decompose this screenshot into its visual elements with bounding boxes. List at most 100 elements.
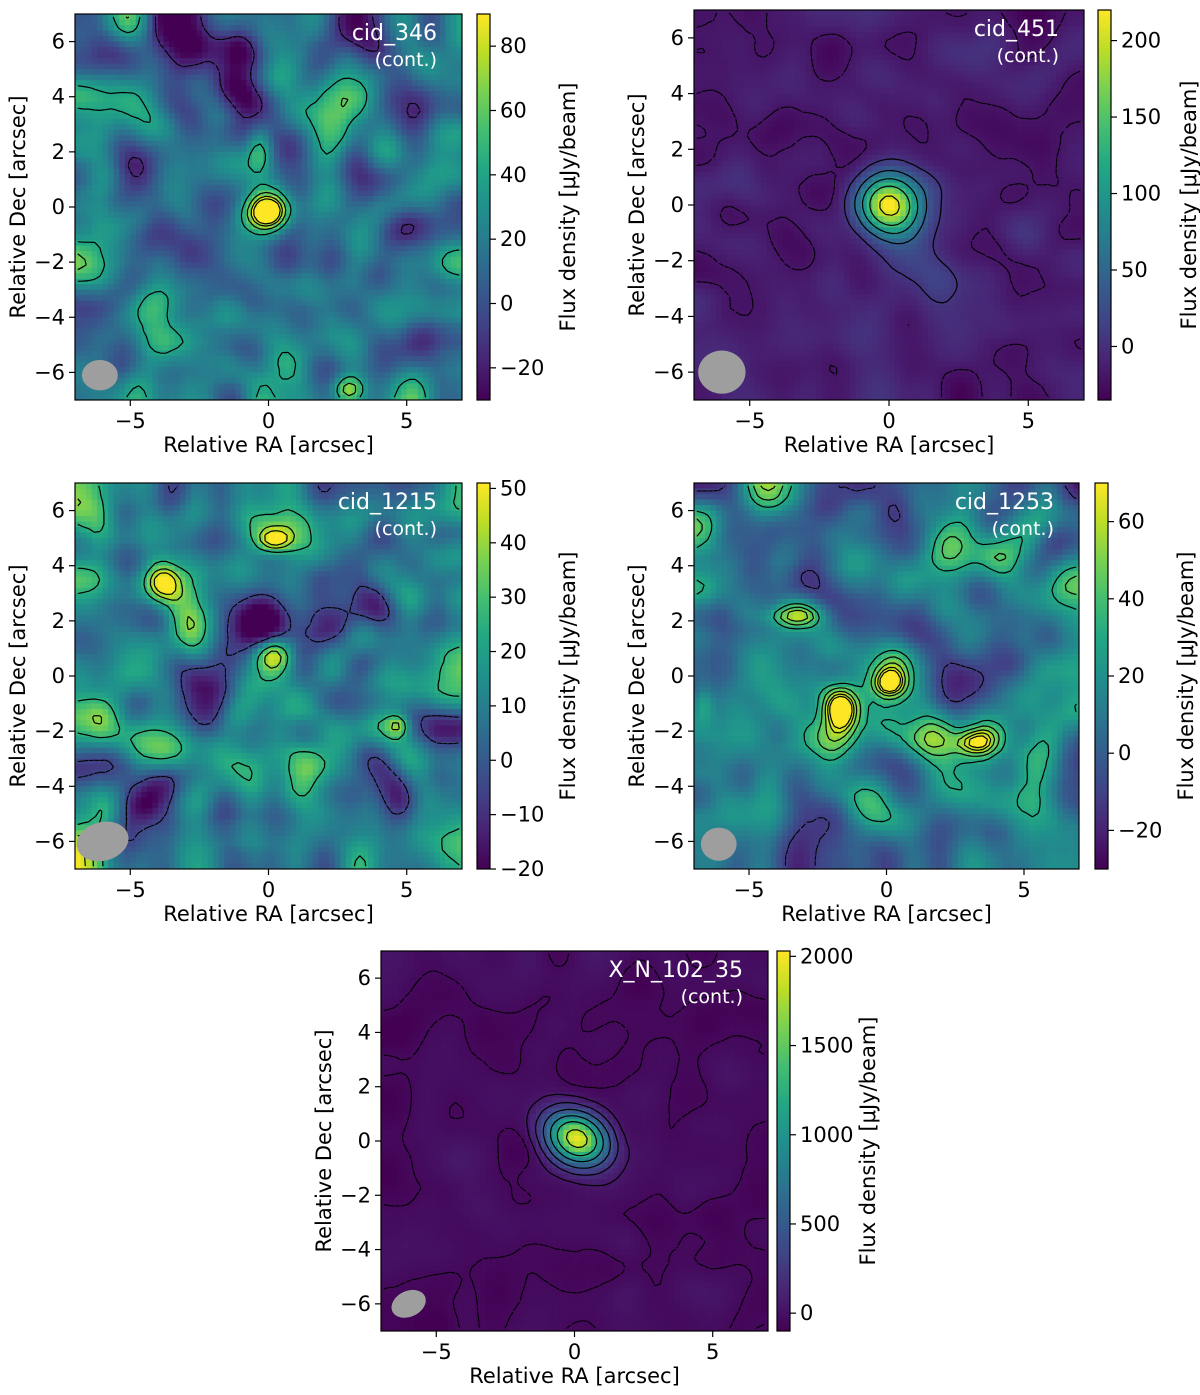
heatmap-cell — [180, 355, 187, 362]
heatmap-cell — [307, 240, 314, 247]
heatmap-cell — [80, 289, 87, 296]
heatmap-cell — [246, 267, 253, 274]
heatmap-cell — [218, 284, 225, 291]
heatmap-cell — [235, 80, 242, 87]
heatmap-cell — [296, 85, 303, 92]
heatmap-cell — [213, 168, 220, 175]
heatmap-cell — [356, 322, 364, 329]
heatmap-cell — [163, 383, 170, 390]
heatmap-cell — [157, 229, 165, 236]
heatmap-cell — [412, 162, 419, 169]
heatmap-cell — [235, 201, 242, 208]
heatmap-cell — [213, 256, 220, 263]
heatmap-cell — [379, 146, 386, 153]
heatmap-cell — [285, 366, 292, 374]
heatmap-cell — [102, 102, 109, 109]
heatmap-cell — [86, 333, 93, 340]
heatmap-cell — [108, 229, 115, 236]
heatmap-cell — [290, 102, 297, 109]
heatmap-cell — [456, 190, 462, 197]
heatmap-cell — [108, 245, 115, 252]
heatmap-cell — [180, 234, 187, 241]
heatmap-cell — [279, 58, 286, 65]
heatmap-cell — [229, 47, 236, 54]
heatmap-cell — [257, 267, 264, 274]
heatmap-cell — [224, 240, 231, 247]
heatmap-cell — [97, 74, 104, 81]
heatmap-cell — [224, 377, 231, 385]
heatmap-cell — [268, 146, 275, 153]
heatmap-cell — [329, 140, 336, 147]
heatmap-cell — [251, 195, 259, 203]
heatmap-cell — [235, 207, 242, 214]
heatmap-cell — [401, 295, 408, 302]
heatmap-cell — [229, 262, 236, 269]
heatmap-cell — [445, 306, 452, 313]
heatmap-cell — [434, 102, 441, 109]
heatmap-cell — [340, 63, 347, 70]
heatmap-cell — [439, 207, 447, 214]
heatmap-cell — [285, 179, 292, 186]
heatmap-cell — [296, 118, 303, 125]
heatmap-cell — [246, 284, 253, 291]
heatmap-cell — [417, 278, 424, 285]
heatmap-cell — [390, 245, 397, 252]
heatmap-cell — [196, 179, 203, 186]
heatmap-cell — [406, 256, 413, 263]
heatmap-cell — [406, 201, 413, 208]
heatmap-cell — [356, 207, 364, 214]
heatmap-cell — [240, 47, 247, 54]
heatmap-cell — [362, 69, 369, 76]
heatmap-cell — [406, 157, 413, 164]
heatmap-cell — [130, 289, 137, 296]
heatmap-cell — [213, 344, 220, 351]
heatmap-cell — [356, 80, 364, 87]
heatmap-cell — [439, 91, 447, 98]
heatmap-cell — [180, 58, 187, 65]
heatmap-cell — [119, 102, 126, 109]
heatmap-cell — [334, 19, 341, 26]
heatmap-cell — [257, 207, 264, 214]
heatmap-cell — [268, 289, 275, 296]
heatmap-cell — [428, 278, 435, 285]
heatmap-cell — [86, 201, 93, 208]
heatmap-cell — [218, 372, 225, 379]
heatmap-cell — [390, 19, 397, 26]
heatmap-cell — [368, 306, 375, 313]
heatmap-cell — [329, 311, 336, 318]
heatmap-cell — [434, 58, 441, 65]
heatmap-cell — [312, 262, 319, 269]
heatmap-cell — [75, 135, 82, 142]
heatmap-cell — [91, 289, 98, 296]
heatmap-cell — [163, 184, 170, 192]
heatmap-cell — [257, 311, 264, 318]
heatmap-cell — [423, 273, 430, 280]
heatmap-cell — [97, 162, 104, 169]
heatmap-cell — [428, 212, 435, 219]
heatmap-cell — [428, 339, 435, 346]
heatmap-cell — [262, 162, 270, 169]
heatmap-cell — [246, 30, 253, 37]
heatmap-cell — [202, 218, 209, 225]
heatmap-cell — [373, 300, 380, 307]
heatmap-cell — [224, 146, 231, 153]
heatmap-cell — [157, 218, 165, 225]
heatmap-cell — [390, 240, 397, 247]
heatmap-cell — [362, 168, 369, 175]
heatmap-cell — [268, 85, 275, 92]
heatmap-cell — [379, 184, 386, 192]
heatmap-cell — [180, 223, 187, 230]
heatmap-cell — [262, 102, 270, 109]
heatmap-cell — [146, 129, 153, 136]
heatmap-cell — [213, 96, 220, 103]
heatmap-cell — [86, 96, 93, 103]
heatmap-cell — [196, 96, 203, 103]
heatmap-cell — [296, 102, 303, 109]
heatmap-cell — [257, 146, 264, 153]
heatmap-cell — [379, 339, 386, 346]
heatmap-cell — [456, 251, 462, 258]
heatmap-cell — [401, 383, 408, 390]
heatmap-cell — [97, 129, 104, 136]
heatmap-cell — [356, 328, 364, 335]
heatmap-cell — [373, 140, 380, 147]
